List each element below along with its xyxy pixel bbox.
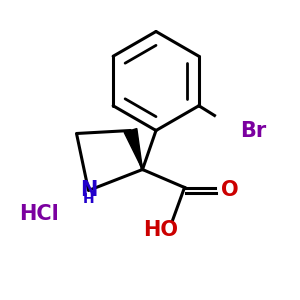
Text: N: N bbox=[80, 181, 97, 200]
Text: HCl: HCl bbox=[19, 205, 59, 224]
Text: H: H bbox=[83, 192, 94, 206]
Text: Br: Br bbox=[240, 121, 266, 140]
Text: O: O bbox=[220, 181, 238, 200]
Polygon shape bbox=[124, 129, 142, 169]
Text: HO: HO bbox=[143, 220, 178, 239]
